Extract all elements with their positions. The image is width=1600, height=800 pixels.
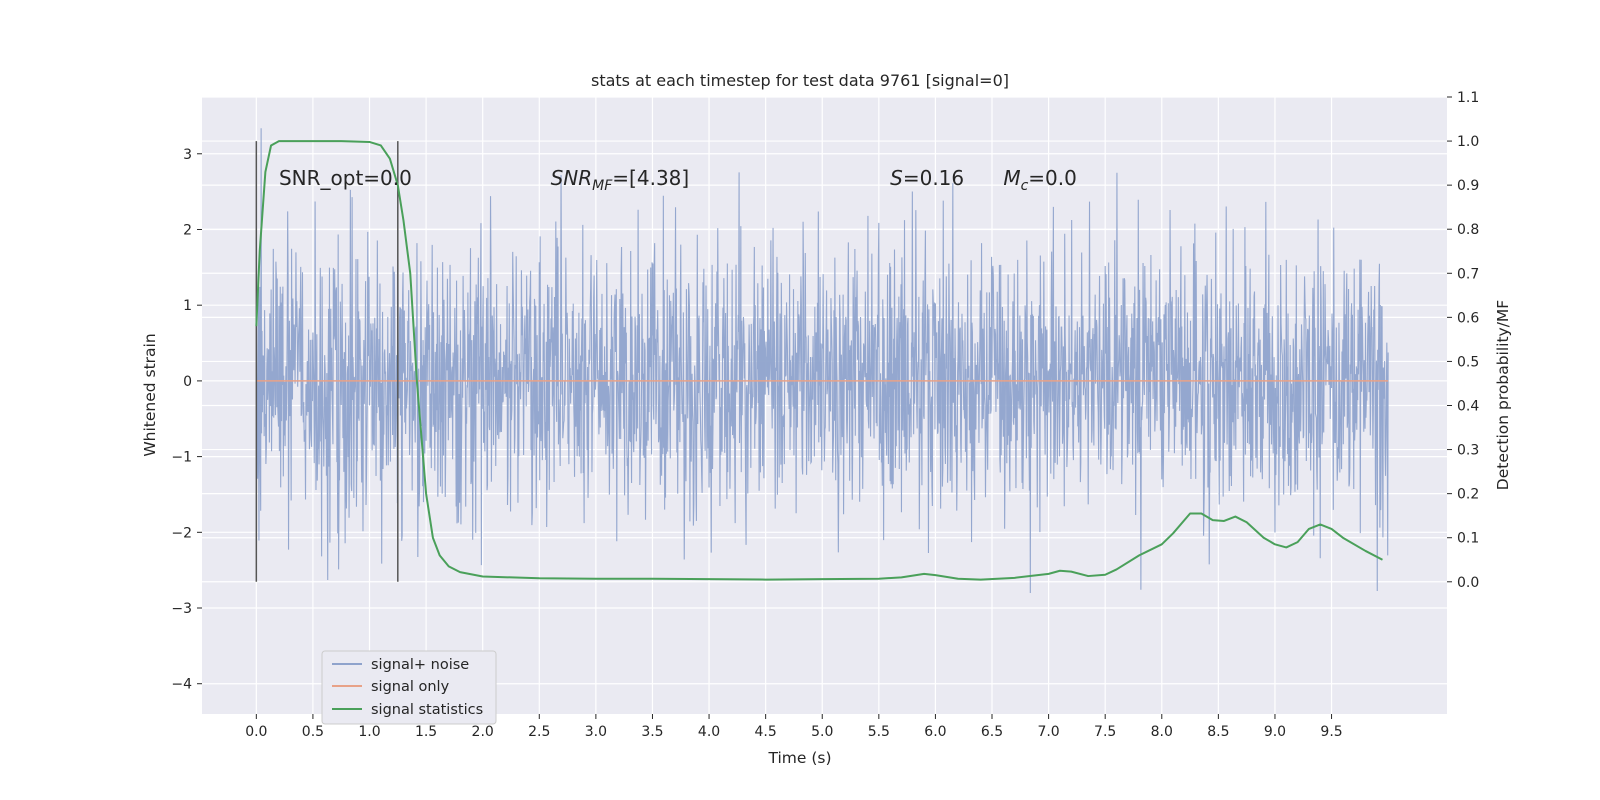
x-tick-label: 0.0 [245,724,267,740]
legend-label-signal-only: signal only [371,679,450,695]
y2-tick-label: 1.1 [1457,90,1479,106]
x-tick-label: 7.0 [1037,724,1059,740]
y-tick-label: 2 [183,222,192,238]
x-tick-label: 1.0 [358,724,380,740]
y-tick-label: −4 [171,677,192,693]
y-tick-label: 1 [183,298,192,314]
legend: signal+ noise signal only signal statist… [321,650,497,725]
y-tick-label: 3 [183,147,192,163]
x-tick-label: 2.0 [472,724,494,740]
annotation-3: Mc=0.0 [1003,166,1077,194]
x-tick-label: 1.5 [415,724,437,740]
x-tick-label: 6.0 [924,724,946,740]
legend-label-signal-noise: signal+ noise [371,657,469,673]
y2-axis-label: Detection probability/MF [1494,300,1512,491]
x-tick-label: 7.5 [1094,724,1116,740]
annotation-0: SNR_opt=0.0 [279,166,412,190]
x-tick-label: 3.0 [585,724,607,740]
legend-box [321,650,497,725]
y2-tick-label: 0.7 [1457,266,1479,282]
y-axis-label: Whitened strain [141,333,159,456]
signal-statistics-line [255,140,1383,581]
y-tick-label: 0 [183,374,192,390]
y2-tick-label: 1.0 [1457,134,1479,150]
vertical-markers [255,141,399,582]
x-tick-label: 9.0 [1264,724,1286,740]
annotation-2: S=0.16 [890,166,964,190]
x-tick-label: 6.5 [981,724,1003,740]
legend-label-signal-statistics: signal statistics [371,702,483,718]
grid-lines [202,96,1447,714]
y-tick-label: −3 [171,601,192,617]
y2-tick-label: 0.3 [1457,443,1479,459]
y2-tick-label: 0.0 [1457,575,1479,591]
y2-axis-ticks: 0.0 0.1 0.2 0.3 0.4 0.5 0.6 0.7 0.8 0.9 1.0 1.1 [1447,90,1479,591]
annotation-1: SNRMF=[4.38] [551,166,690,194]
y2-tick-label: 0.8 [1457,222,1479,238]
x-tick-label: 9.5 [1320,724,1342,740]
y2-tick-label: 0.6 [1457,310,1479,326]
x-tick-label: 3.5 [641,724,663,740]
signal-noise-line [255,128,1389,594]
y-tick-label: −2 [171,525,192,541]
x-tick-label: 8.0 [1151,724,1173,740]
annotations: SNR_opt=0.0 SNRMF=[4.38] S=0.16 Mc=0.0 [279,166,1077,194]
y-tick-label: −1 [171,450,192,466]
y2-tick-label: 0.1 [1457,531,1479,547]
y2-tick-label: 0.5 [1457,354,1479,370]
x-tick-label: 4.0 [698,724,720,740]
x-tick-label: 2.5 [528,724,550,740]
y-axis-ticks: −4 −3 −2 −1 0 1 2 3 [171,147,202,693]
x-tick-label: 0.5 [302,724,324,740]
x-axis-ticks: 0.0 0.5 1.0 1.5 2.0 2.5 3.0 3.5 4.0 4.5 5.0 5.5 6.0 6… [245,714,1343,740]
x-tick-label: 5.5 [868,724,890,740]
x-tick-label: 8.5 [1207,724,1229,740]
y2-tick-label: 0.9 [1457,178,1479,194]
y2-tick-label: 0.4 [1457,399,1479,415]
series-signal-statistics [255,140,1383,581]
x-tick-label: 4.5 [755,724,777,740]
x-tick-label: 5.0 [811,724,833,740]
chart-title: stats at each timestep for test data 976… [591,71,1009,90]
y2-tick-label: 0.2 [1457,487,1479,503]
series-signal-noise [255,128,1389,594]
x-axis-label: Time (s) [767,749,831,767]
